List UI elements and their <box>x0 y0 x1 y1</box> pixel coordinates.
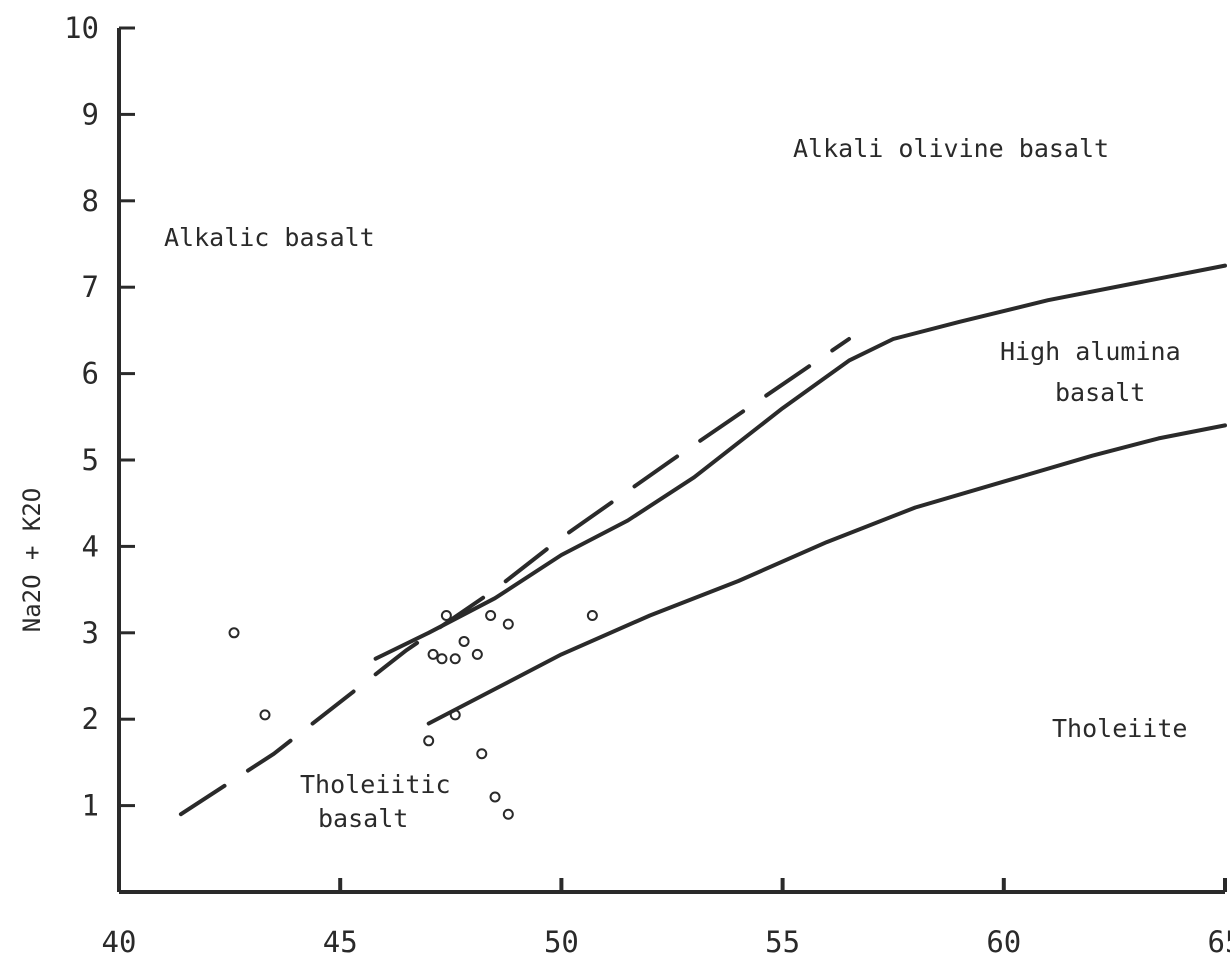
series-line-2 <box>373 263 1227 661</box>
data-point-10 <box>485 610 497 622</box>
data-point-11 <box>502 618 514 630</box>
data-point-13 <box>476 748 488 760</box>
data-point-16 <box>586 610 598 622</box>
data-point-6 <box>436 653 448 665</box>
region-label-tholeiitic-line2: basalt <box>318 804 408 833</box>
x-tick-label-65: 65 <box>1208 925 1230 959</box>
region-label-alkalic: Alkalic basalt <box>164 223 375 252</box>
region-label-tholeiite: Tholeiite <box>1052 714 1187 743</box>
data-point-7 <box>449 653 461 665</box>
data-point-2 <box>259 709 271 721</box>
data-point-4 <box>440 610 452 622</box>
y-tick-label-9: 9 <box>82 97 99 131</box>
x-tick-label-45: 45 <box>323 925 358 959</box>
chart-points <box>228 610 598 820</box>
y-tick-label-3: 3 <box>82 616 99 650</box>
series-line-3 <box>426 423 1227 726</box>
y-tick-label-4: 4 <box>82 529 99 563</box>
data-point-3 <box>423 735 435 747</box>
chart-series <box>178 263 1227 817</box>
series-line-1 <box>178 337 851 817</box>
y-axis-title: Na2O + K2O <box>18 488 46 633</box>
data-point-8 <box>458 635 470 647</box>
y-tick-label-2: 2 <box>82 702 99 736</box>
y-tick-label-5: 5 <box>82 443 99 477</box>
data-point-12 <box>449 709 461 721</box>
y-tick-label-7: 7 <box>82 270 99 304</box>
data-point-15 <box>502 808 514 820</box>
x-tick-label-60: 60 <box>986 925 1021 959</box>
x-tick-label-50: 50 <box>544 925 579 959</box>
y-tick-label-1: 1 <box>82 789 99 823</box>
data-point-9 <box>471 648 483 660</box>
x-tick-label-55: 55 <box>765 925 800 959</box>
y-tick-label-10: 10 <box>64 11 99 45</box>
region-label-high-alumina-line2: basalt <box>1055 378 1145 407</box>
x-tick-label-40: 40 <box>102 925 137 959</box>
chart-ticks: 12345678910404550556065 <box>64 11 1230 959</box>
region-label-alkali-olivine: Alkali olivine basalt <box>793 134 1109 163</box>
y-tick-label-6: 6 <box>82 357 99 391</box>
region-label-tholeiitic-line1: Tholeiitic <box>300 770 451 799</box>
region-label-high-alumina-line1: High alumina <box>1000 337 1181 366</box>
data-point-1 <box>228 627 240 639</box>
y-tick-label-8: 8 <box>82 184 99 218</box>
region-labels: Alkali olivine basalt Alkalic basalt Hig… <box>164 134 1187 833</box>
data-point-14 <box>489 791 501 803</box>
data-point-5 <box>427 648 439 660</box>
